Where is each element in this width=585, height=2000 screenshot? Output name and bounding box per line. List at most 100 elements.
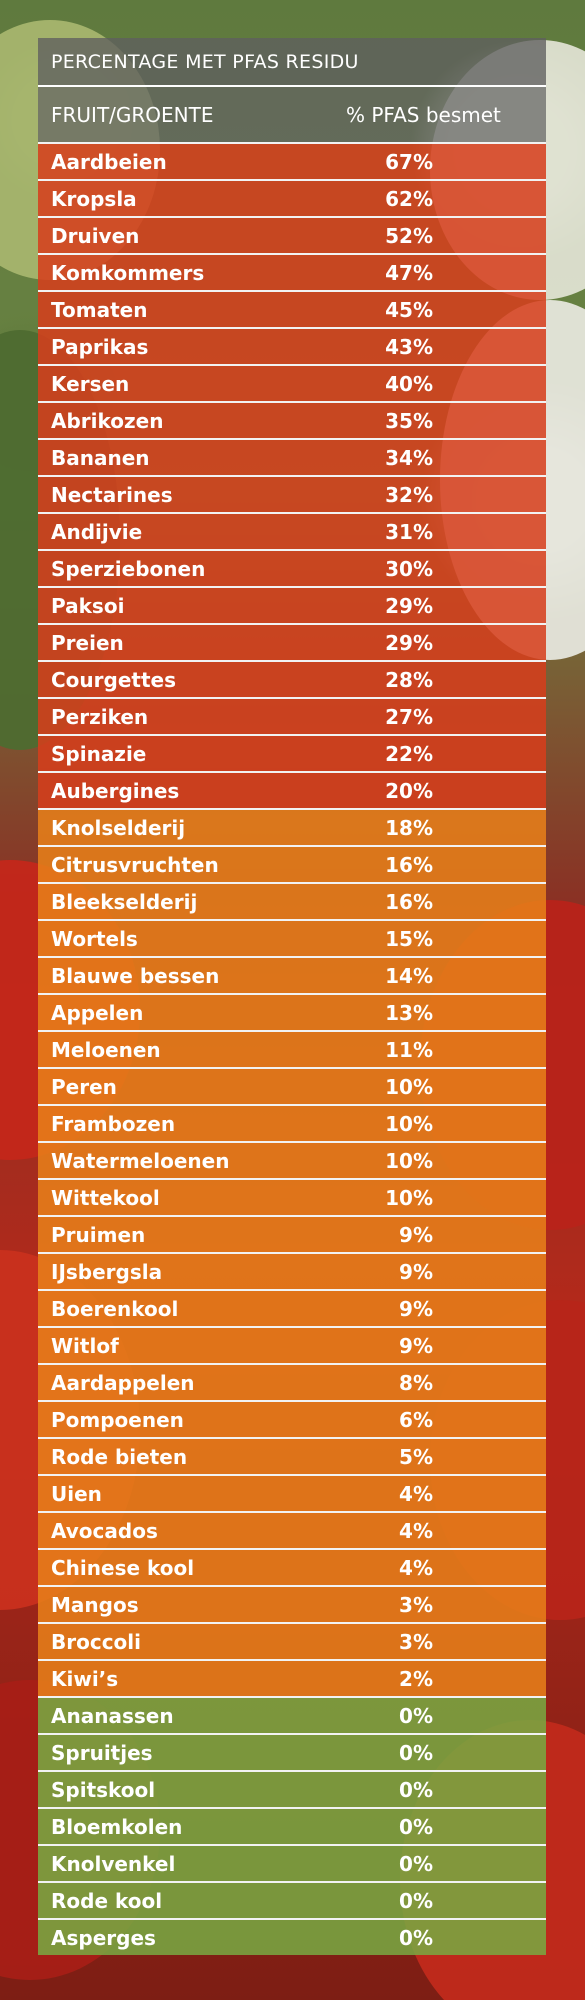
pfas-percentage: 32% <box>385 482 433 507</box>
product-name: Kiwi’s <box>51 1666 119 1691</box>
table-row: Abrikozen 35% <box>38 401 546 438</box>
product-name: Meloenen <box>51 1037 161 1062</box>
product-name: Boerenkool <box>51 1296 179 1321</box>
product-name: Knolvenkel <box>51 1851 176 1876</box>
table-row: Peren 10% <box>38 1067 546 1104</box>
product-name: Courgettes <box>51 667 176 692</box>
pfas-percentage: 11% <box>385 1037 433 1062</box>
pfas-percentage: 3% <box>399 1592 433 1617</box>
pfas-percentage: 0% <box>399 1777 433 1802</box>
product-name: Rode bieten <box>51 1444 188 1469</box>
pfas-percentage: 9% <box>399 1333 433 1358</box>
pfas-percentage: 16% <box>385 889 433 914</box>
table-row: Bloemkolen 0% <box>38 1807 546 1844</box>
product-name: Frambozen <box>51 1111 176 1136</box>
pfas-percentage: 47% <box>385 260 433 285</box>
table-row: Rode kool 0% <box>38 1881 546 1918</box>
product-name: Wortels <box>51 926 138 951</box>
product-name: Abrikozen <box>51 408 164 433</box>
product-name: Wittekool <box>51 1185 160 1210</box>
table-row: Spruitjes 0% <box>38 1733 546 1770</box>
table-row: Watermeloenen 10% <box>38 1141 546 1178</box>
table-row: Frambozen 10% <box>38 1104 546 1141</box>
pfas-percentage: 3% <box>399 1629 433 1654</box>
table-row: Paksoi 29% <box>38 586 546 623</box>
pfas-percentage: 0% <box>399 1740 433 1765</box>
table-row: Ananassen 0% <box>38 1696 546 1733</box>
product-name: Rode kool <box>51 1888 163 1913</box>
product-name: Nectarines <box>51 482 173 507</box>
product-name: Watermeloenen <box>51 1148 230 1173</box>
pfas-percentage: 0% <box>399 1814 433 1839</box>
product-name: Kropsla <box>51 186 137 211</box>
table-row: Knolselderij 18% <box>38 808 546 845</box>
table-row: Chinese kool 4% <box>38 1548 546 1585</box>
pfas-percentage: 28% <box>385 667 433 692</box>
product-name: Asperges <box>51 1925 156 1950</box>
pfas-percentage: 0% <box>399 1888 433 1913</box>
pfas-percentage: 14% <box>385 963 433 988</box>
product-name: Spitskool <box>51 1777 156 1802</box>
table-row: Aardappelen 8% <box>38 1363 546 1400</box>
product-name: Citrusvruchten <box>51 852 219 877</box>
product-name: Knolselderij <box>51 815 186 840</box>
table-row: Blauwe bessen 14% <box>38 956 546 993</box>
pfas-percentage: 10% <box>385 1185 433 1210</box>
column-header-product: FRUIT/GROENTE <box>51 102 214 127</box>
pfas-percentage: 4% <box>399 1518 433 1543</box>
product-name: Blauwe bessen <box>51 963 220 988</box>
pfas-percentage: 29% <box>385 593 433 618</box>
table-row: Appelen 13% <box>38 993 546 1030</box>
product-name: Pruimen <box>51 1222 146 1247</box>
product-name: Spruitjes <box>51 1740 153 1765</box>
table-row: Aubergines 20% <box>38 771 546 808</box>
table-header-row: FRUIT/GROENTE % PFAS besmet <box>38 87 546 142</box>
pfas-percentage: 6% <box>399 1407 433 1432</box>
pfas-percentage: 0% <box>399 1851 433 1876</box>
product-name: IJsbergsla <box>51 1259 163 1284</box>
table-row: Bananen 34% <box>38 438 546 475</box>
table-row: Spitskool 0% <box>38 1770 546 1807</box>
table-row: Mangos 3% <box>38 1585 546 1622</box>
table-row: Sperziebonen 30% <box>38 549 546 586</box>
table-row: Citrusvruchten 16% <box>38 845 546 882</box>
table-row: Courgettes 28% <box>38 660 546 697</box>
table-row: Boerenkool 9% <box>38 1289 546 1326</box>
table-row: Kropsla 62% <box>38 179 546 216</box>
table-row: Paprikas 43% <box>38 327 546 364</box>
pfas-percentage: 52% <box>385 223 433 248</box>
table-row: Knolvenkel 0% <box>38 1844 546 1881</box>
product-name: Tomaten <box>51 297 148 322</box>
pfas-percentage: 16% <box>385 852 433 877</box>
pfas-percentage: 45% <box>385 297 433 322</box>
pfas-percentage: 15% <box>385 926 433 951</box>
pfas-percentage: 10% <box>385 1111 433 1136</box>
pfas-percentage: 20% <box>385 778 433 803</box>
pfas-percentage: 2% <box>399 1666 433 1691</box>
product-name: Chinese kool <box>51 1555 195 1580</box>
pfas-percentage: 8% <box>399 1370 433 1395</box>
column-header-percentage: % PFAS besmet <box>346 102 501 127</box>
pfas-percentage: 9% <box>399 1296 433 1321</box>
table-row: Aardbeien 67% <box>38 142 546 179</box>
product-name: Bananen <box>51 445 150 470</box>
product-name: Peren <box>51 1074 117 1099</box>
table-row: IJsbergsla 9% <box>38 1252 546 1289</box>
pfas-percentage: 22% <box>385 741 433 766</box>
pfas-percentage: 0% <box>399 1925 433 1950</box>
pfas-percentage: 18% <box>385 815 433 840</box>
product-name: Ananassen <box>51 1703 174 1728</box>
product-name: Paksoi <box>51 593 125 618</box>
pfas-percentage: 9% <box>399 1259 433 1284</box>
table-title: PERCENTAGE MET PFAS RESIDU <box>38 38 546 87</box>
product-name: Andijvie <box>51 519 143 544</box>
product-name: Bleekselderij <box>51 889 198 914</box>
table-body: Aardbeien 67% Kropsla 62% Druiven 52% Komkomme… <box>38 142 546 1955</box>
table-row: Spinazie 22% <box>38 734 546 771</box>
product-name: Perziken <box>51 704 149 729</box>
table-row: Asperges 0% <box>38 1918 546 1955</box>
product-name: Sperziebonen <box>51 556 206 581</box>
pfas-percentage: 10% <box>385 1074 433 1099</box>
pfas-percentage: 13% <box>385 1000 433 1025</box>
product-name: Spinazie <box>51 741 147 766</box>
